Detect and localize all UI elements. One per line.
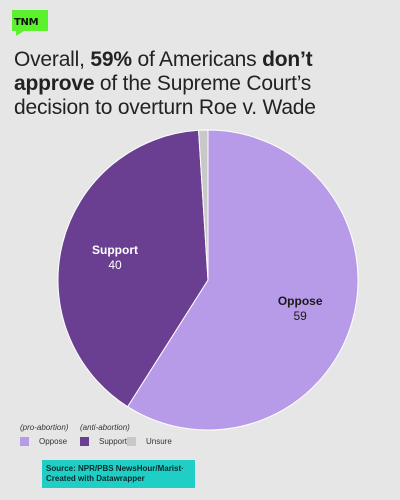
legend-item-oppose: Oppose (20, 435, 67, 447)
slice-label-support: Support (92, 243, 138, 257)
logo-text: TNM (14, 17, 39, 28)
pie-slice-support (57, 129, 209, 408)
tnm-logo: TNM (12, 10, 48, 36)
legend-swatch-oppose (20, 436, 29, 446)
legend-swatch-unsure (127, 436, 136, 446)
legend-item-support: Support (80, 435, 127, 447)
credit-line: Created with Datawrapper (46, 474, 145, 483)
pie-slice-unsure (198, 129, 209, 281)
annotation-anti-abortion: (anti-abortion) (80, 423, 130, 432)
legend-label-oppose: Oppose (39, 436, 68, 446)
source-note: Source: NPR/PBS NewsHour/Marist· Created… (42, 460, 195, 488)
pie-slice-oppose (126, 129, 359, 431)
legend-item-unsure: Unsure (127, 435, 172, 447)
chart-title: Overall, 59% of Americans don’t approve … (14, 48, 316, 119)
slice-value-support: 40 (108, 258, 122, 272)
annotation-pro-abortion: (pro-abortion) (20, 423, 69, 432)
legend-swatch-support (80, 436, 89, 446)
source-line: Source: NPR/PBS NewsHour/Marist· (46, 464, 184, 473)
slice-value-oppose: 59 (294, 309, 308, 323)
slice-label-oppose: Oppose (278, 294, 323, 308)
legend-label-support: Support (99, 436, 128, 446)
legend-label-unsure: Unsure (146, 436, 172, 446)
